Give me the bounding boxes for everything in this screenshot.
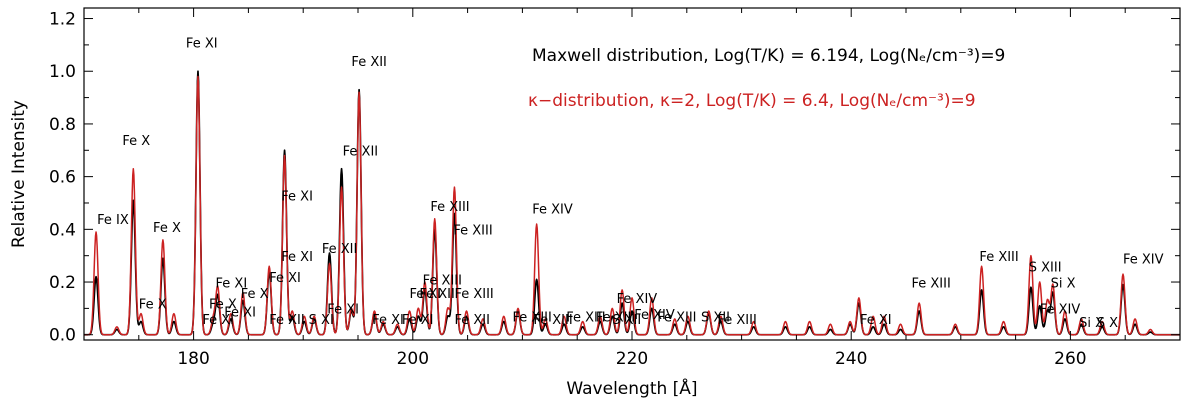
line-id-label: Fe XI bbox=[281, 250, 313, 265]
axis-tick-labels-layer: 180 200 220 240 260 0.0 0.2 0.4 0.6 0.8 1.0 1.2 bbox=[49, 10, 1087, 369]
line-id-label: Fe X bbox=[209, 297, 237, 312]
line-id-label: Fe XIII bbox=[453, 224, 492, 239]
line-id-label: S XII bbox=[612, 313, 641, 328]
line-id-label: Fe XI bbox=[860, 313, 892, 328]
line-id-label: S X bbox=[1097, 316, 1118, 331]
line-id-label: Fe XII bbox=[454, 313, 489, 328]
y-tick-label: 0.4 bbox=[49, 220, 76, 240]
y-tick-label: 1.0 bbox=[49, 62, 76, 82]
line-id-label: Fe XII bbox=[269, 313, 304, 328]
line-id-label: Fe XI bbox=[216, 276, 248, 291]
line-id-label: Fe XII bbox=[419, 287, 454, 302]
line-id-label: Fe XI bbox=[224, 305, 256, 320]
line-id-label: Fe XII bbox=[343, 145, 378, 160]
line-id-label: Fe IX bbox=[97, 213, 129, 228]
line-id-label: Fe XIV bbox=[1040, 303, 1081, 318]
line-id-label: S XI bbox=[309, 313, 334, 328]
line-id-label: Si X bbox=[1051, 276, 1076, 291]
line-id-label: Fe XIII bbox=[513, 311, 552, 326]
y-tick-label: 1.2 bbox=[49, 10, 76, 30]
line-id-label: Fe X bbox=[241, 287, 269, 302]
line-id-label: Fe XI bbox=[410, 287, 442, 302]
y-tick-label: 0.0 bbox=[49, 326, 76, 346]
line-id-label: Fe XIII bbox=[911, 276, 950, 291]
spectrum-lines-layer bbox=[83, 70, 1181, 336]
axis-ticks-layer bbox=[83, 8, 1181, 340]
line-id-label: Fe XIV bbox=[1123, 253, 1164, 268]
line-id-label: Fe XII bbox=[322, 242, 357, 257]
x-tick-label: 200 bbox=[397, 349, 429, 369]
x-tick-label: 260 bbox=[1054, 349, 1086, 369]
line-id-label: Fe XIII bbox=[596, 311, 635, 326]
line-id-label: S XIII bbox=[1029, 260, 1062, 275]
line-id-label: Fe XIII bbox=[717, 313, 756, 328]
line-id-label: Fe XIII bbox=[430, 200, 469, 215]
line-id-label: Fe X bbox=[122, 134, 150, 149]
line-id-label: Fe XII bbox=[351, 55, 386, 70]
x-tick-label: 180 bbox=[177, 349, 209, 369]
line-id-label: Fe XIII bbox=[423, 274, 462, 289]
line-id-label: Fe XI bbox=[186, 37, 218, 52]
y-axis-label: Relative Intensity bbox=[9, 100, 29, 248]
line-id-label: Si X bbox=[1079, 316, 1104, 331]
x-tick-label: 220 bbox=[616, 349, 648, 369]
y-tick-label: 0.6 bbox=[49, 168, 76, 188]
line-id-label: Fe XIV bbox=[617, 292, 658, 307]
line-id-label: Fe XIV bbox=[532, 203, 573, 218]
legend-entry-maxwell: Maxwell distribution, Log(T/K) = 6.194, … bbox=[532, 46, 1005, 66]
line-id-label: Fe XIII bbox=[979, 250, 1018, 265]
x-tick-label: 240 bbox=[835, 349, 867, 369]
x-axis-label: Wavelength [Å] bbox=[566, 377, 697, 399]
line-id-label: Fe XI bbox=[372, 313, 404, 328]
y-tick-label: 0.8 bbox=[49, 115, 76, 135]
line-id-label: Fe XI bbox=[202, 313, 234, 328]
line-id-label: Fe XI bbox=[327, 303, 359, 318]
line-id-label: Fe XIII bbox=[566, 311, 605, 326]
line-id-label: Fe X bbox=[153, 221, 181, 236]
line-id-label: Fe XIII bbox=[657, 311, 696, 326]
line-id-label: Fe X bbox=[139, 297, 167, 312]
legend-entry-kappa: κ−distribution, κ=2, Log(T/K) = 6.4, Log… bbox=[528, 91, 976, 111]
line-id-label: Fe XI bbox=[402, 313, 434, 328]
line-id-label: Fe XIV bbox=[634, 308, 675, 323]
line-id-label: Fe XIII bbox=[454, 287, 493, 302]
line-id-label: Fe XI bbox=[281, 189, 313, 204]
line-id-label: S XII bbox=[701, 311, 730, 326]
line-id-label: Fe XIII bbox=[533, 313, 572, 328]
y-tick-label: 0.2 bbox=[49, 273, 76, 293]
kappa-spectrum-line bbox=[83, 75, 1181, 336]
line-id-label: Fe XI bbox=[269, 271, 301, 286]
